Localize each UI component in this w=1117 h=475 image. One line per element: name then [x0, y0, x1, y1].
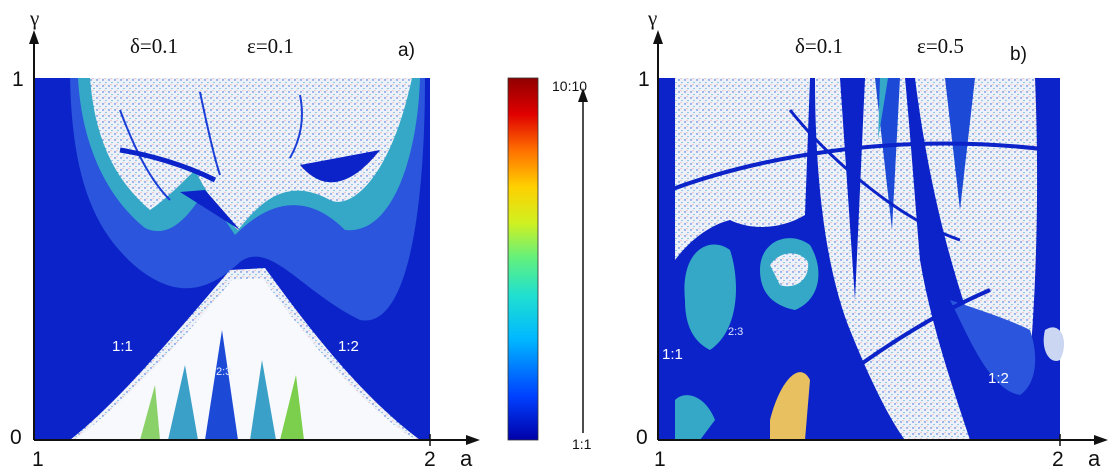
- y-axis-label: γ: [30, 6, 40, 30]
- blue-band-lower-right: [950, 300, 1036, 395]
- teal-blob-1: [684, 244, 736, 350]
- delta-label: δ=0.1: [130, 34, 178, 58]
- y-tick-1: 1: [12, 68, 24, 91]
- region-2-3: 2:3: [216, 366, 232, 378]
- x-tick-2: 2: [1052, 448, 1064, 471]
- panel-tag: a): [398, 40, 415, 61]
- x-tick-1: 1: [654, 448, 666, 471]
- speckled-upper: [90, 78, 412, 230]
- delta-label: δ=0.1: [795, 34, 843, 58]
- epsilon-label: ε=0.1: [247, 34, 294, 58]
- y-tick-0: 0: [636, 426, 648, 449]
- notch-left: [180, 190, 240, 230]
- panel-tag: b): [1010, 44, 1027, 65]
- panel-a: γ δ=0.1 ε=0.1 a) 1 0 1 2 a 1:1 1:2 2:3: [0, 0, 490, 475]
- x-axis-label: a: [1088, 446, 1101, 471]
- x-axis-label: a: [460, 446, 473, 471]
- notch-right: [300, 150, 380, 183]
- speckled-right: [915, 78, 1038, 379]
- colorbar-graphic: [507, 77, 588, 441]
- region-1-2: 1:2: [338, 338, 359, 355]
- x-tick-1: 1: [32, 448, 44, 471]
- x-tick-2: 2: [424, 448, 436, 471]
- y-tick-0: 0: [10, 426, 22, 449]
- panel-b: γ δ=0.1 ε=0.5 b) 1 0 1 2 a 1:1 2:3 1:2: [630, 0, 1117, 475]
- region-2-3: 2:3: [728, 326, 744, 338]
- region-1-2: 1:2: [988, 370, 1009, 387]
- colorbar-bottom-label: 1:1: [572, 436, 592, 452]
- region-1-1: 1:1: [662, 346, 683, 363]
- colorbar-gradient: [507, 77, 539, 441]
- panel-b-plot: [653, 30, 1108, 446]
- colorbar-top-label: 10:10: [552, 78, 588, 94]
- y-axis-label: γ: [648, 6, 658, 30]
- region-1-1: 1:1: [112, 338, 133, 355]
- epsilon-label: ε=0.5: [917, 34, 964, 58]
- y-tick-1: 1: [638, 68, 650, 91]
- panel-a-plot: [29, 30, 480, 446]
